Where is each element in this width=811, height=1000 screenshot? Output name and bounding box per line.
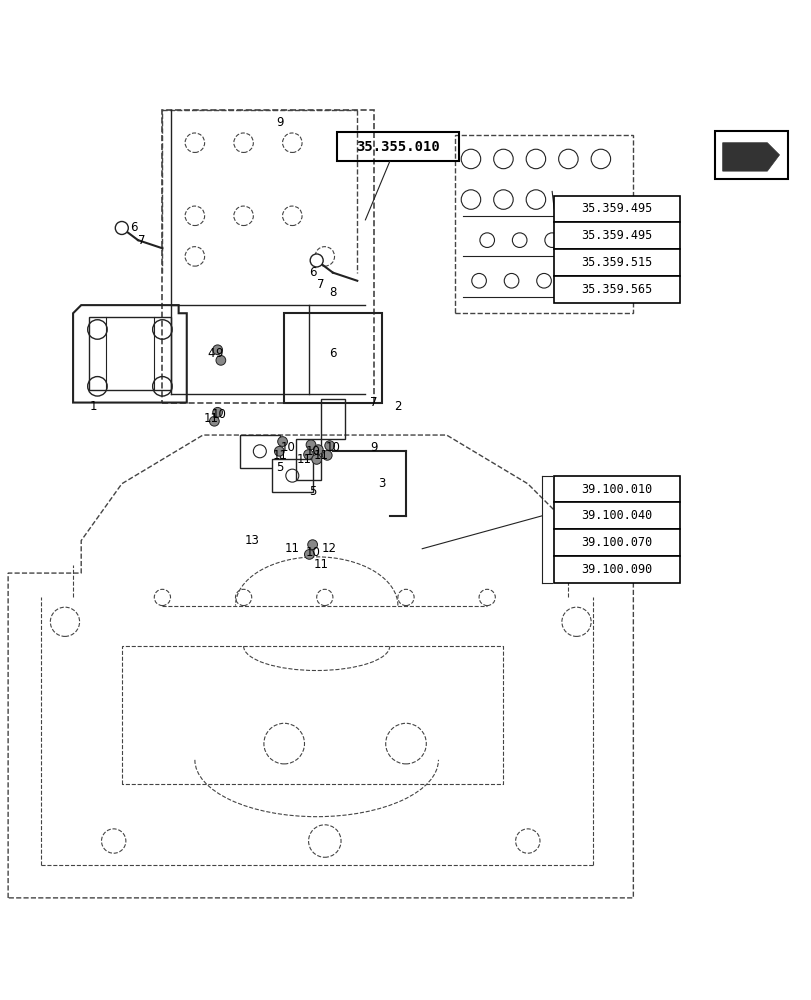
Bar [337,132,458,161]
Circle shape [311,455,321,464]
Text: 39.100.010: 39.100.010 [581,483,652,496]
Text: 35.359.515: 35.359.515 [581,256,652,269]
Text: 9: 9 [215,347,223,360]
Bar [553,556,679,583]
Text: 39.100.090: 39.100.090 [581,563,652,576]
Circle shape [212,345,222,355]
Text: 10: 10 [281,441,295,454]
Circle shape [569,273,583,288]
Text: 7: 7 [369,396,377,409]
Bar [553,222,679,249]
Bar [89,317,170,390]
Bar [553,276,679,303]
Circle shape [277,437,287,446]
Bar [553,196,679,222]
Circle shape [493,149,513,169]
Text: 9: 9 [276,116,284,129]
Bar [553,476,679,502]
Circle shape [324,441,334,450]
Text: 10: 10 [305,546,320,559]
Circle shape [590,149,610,169]
Bar [553,249,679,276]
Circle shape [115,221,128,234]
Circle shape [304,550,314,559]
Circle shape [274,446,284,456]
Text: 6: 6 [130,221,138,234]
Circle shape [512,233,526,247]
Text: 9: 9 [369,441,377,454]
Text: 11: 11 [285,542,299,555]
Bar [454,135,633,313]
Circle shape [461,149,480,169]
Circle shape [313,445,323,455]
Text: 2: 2 [393,400,401,413]
Circle shape [526,149,545,169]
Circle shape [306,440,315,450]
Bar [553,502,679,529]
Text: 11: 11 [313,449,328,462]
Circle shape [212,407,222,417]
Text: 5: 5 [276,461,284,474]
Bar [162,110,373,403]
Text: 11: 11 [297,453,311,466]
Circle shape [461,190,480,209]
Text: 5: 5 [308,485,316,498]
Circle shape [544,233,559,247]
Circle shape [216,355,225,365]
Bar [239,435,280,468]
Text: 10: 10 [305,445,320,458]
Text: 7: 7 [138,234,146,247]
Bar [272,459,312,492]
Text: 35.359.495: 35.359.495 [581,202,652,215]
Text: 35.359.495: 35.359.495 [581,229,652,242]
Circle shape [322,450,332,460]
Text: 1: 1 [89,400,97,413]
Text: 11: 11 [272,449,287,462]
Text: 11: 11 [313,558,328,571]
Circle shape [504,273,518,288]
Text: 6: 6 [328,347,337,360]
Text: 13: 13 [244,534,259,547]
Circle shape [536,273,551,288]
Circle shape [310,254,323,267]
Text: 11: 11 [204,412,218,425]
Text: 10: 10 [325,441,340,454]
Bar [714,131,787,179]
Text: 35.355.010: 35.355.010 [355,140,440,154]
Circle shape [558,149,577,169]
Circle shape [493,190,513,209]
Polygon shape [722,143,779,171]
Text: 35.359.565: 35.359.565 [581,283,652,296]
Text: 39.100.070: 39.100.070 [581,536,652,549]
Text: 39.100.040: 39.100.040 [581,509,652,522]
Circle shape [307,540,317,550]
Text: 6: 6 [308,266,316,279]
Circle shape [209,416,219,426]
Bar [553,529,679,556]
Circle shape [577,233,591,247]
Text: 8: 8 [328,286,337,299]
Text: 10: 10 [212,408,226,421]
Circle shape [303,450,313,459]
Text: 3: 3 [377,477,385,490]
Circle shape [526,190,545,209]
Circle shape [479,233,494,247]
Text: 12: 12 [321,542,336,555]
Text: 4: 4 [207,347,215,360]
Text: 7: 7 [316,278,324,291]
Circle shape [471,273,486,288]
